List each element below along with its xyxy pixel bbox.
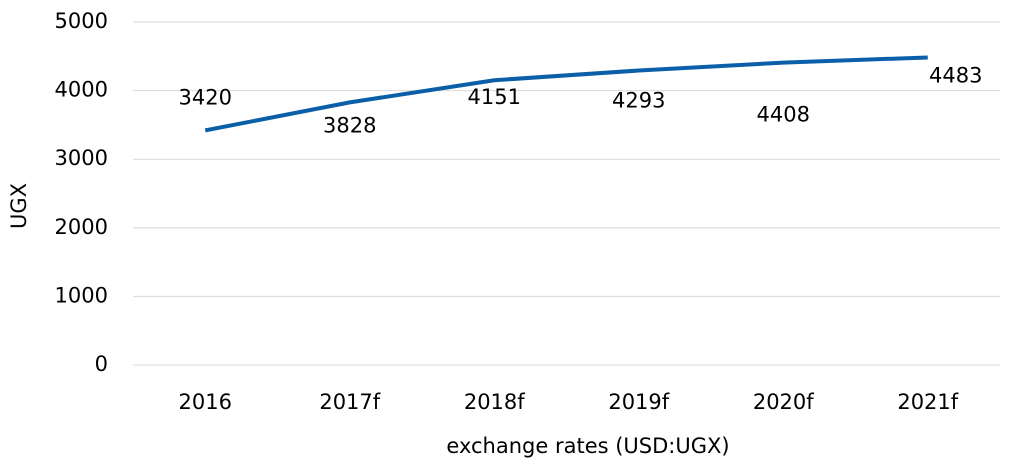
data-label: 4293: [612, 89, 665, 113]
x-tick-label: 2020f: [753, 390, 814, 414]
x-tick-label: 2016: [179, 390, 232, 414]
x-tick-label: 2018f: [464, 390, 525, 414]
data-label: 4483: [929, 63, 982, 87]
x-tick-label: 2017f: [319, 390, 380, 414]
y-tick-label: 3000: [55, 146, 108, 170]
y-tick-label: 0: [95, 352, 108, 376]
data-label: 4408: [757, 103, 810, 127]
data-label: 3420: [179, 85, 232, 109]
data-label: 3828: [323, 113, 376, 137]
y-tick-label: 4000: [55, 78, 108, 102]
x-tick-label: 2019f: [608, 390, 669, 414]
y-axis-label: UGX: [7, 183, 31, 229]
x-tick-label: 2021f: [897, 390, 958, 414]
x-axis-label: exchange rates (USD:UGX): [446, 434, 729, 458]
data-line: [204, 55, 928, 133]
data-label: 4151: [468, 85, 521, 109]
y-tick-label: 2000: [55, 215, 108, 239]
y-tick-label: 5000: [55, 9, 108, 33]
y-tick-label: 1000: [55, 283, 108, 307]
